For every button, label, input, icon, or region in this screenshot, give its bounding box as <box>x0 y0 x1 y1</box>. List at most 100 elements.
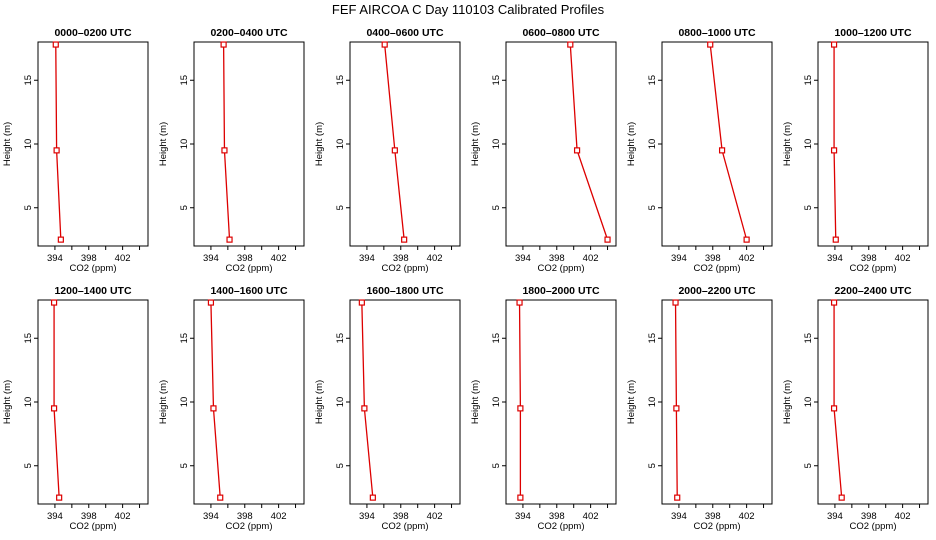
plot-frame <box>37 41 149 247</box>
x-tick-label: 394 <box>47 253 63 264</box>
panel-5: 0800–1000 UTC 394 398 402 5 10 15 CO2 (ppm) Heig… <box>626 27 773 274</box>
y-axis-label: Height (m) <box>2 380 13 424</box>
x-tick-label: 402 <box>427 511 443 522</box>
y-tick-label: 10 <box>23 397 34 408</box>
y-tick-label: 15 <box>179 75 190 86</box>
x-tick-label: 398 <box>705 253 721 264</box>
y-tick-label: 5 <box>179 463 190 468</box>
y-tick-label: 15 <box>179 333 190 344</box>
y-axis-label: Height (m) <box>158 122 169 166</box>
y-tick-label: 15 <box>803 75 814 86</box>
x-tick-label: 394 <box>47 511 63 522</box>
profile-line <box>210 302 221 498</box>
y-tick-label: 15 <box>647 75 658 86</box>
profile-line <box>569 44 609 240</box>
y-tick-label: 5 <box>647 205 658 210</box>
y-tick-label: 10 <box>803 139 814 150</box>
data-point <box>50 299 58 306</box>
x-tick-label: 398 <box>705 511 721 522</box>
x-axis-label: CO2 (ppm) <box>850 263 897 274</box>
y-tick-label: 10 <box>335 397 346 408</box>
x-tick-label: 402 <box>115 253 131 264</box>
panel-title: 0600–0800 UTC <box>522 27 599 39</box>
y-axis-label: Height (m) <box>314 380 325 424</box>
y-axis-label: Height (m) <box>782 380 793 424</box>
x-tick-label: 402 <box>739 511 755 522</box>
panel-4: 0600–0800 UTC 394 398 402 5 10 15 CO2 (ppm) Heig… <box>470 27 617 274</box>
y-tick-label: 10 <box>647 397 658 408</box>
data-point <box>381 41 388 48</box>
y-tick-label: 15 <box>335 75 346 86</box>
y-tick-label: 15 <box>23 333 34 344</box>
x-axis-label: CO2 (ppm) <box>226 521 273 532</box>
x-tick-label: 398 <box>861 511 877 522</box>
panel-6: 1000–1200 UTC 394 398 402 5 10 15 CO2 (ppm) Heig… <box>782 27 929 274</box>
y-tick-label: 15 <box>491 333 502 344</box>
data-point <box>369 494 376 501</box>
panel-title: 2200–2400 UTC <box>834 285 911 297</box>
panel-title: 2000–2200 UTC <box>678 285 755 297</box>
x-axis-label: CO2 (ppm) <box>70 521 117 532</box>
plot-frame <box>349 299 461 505</box>
panel-12: 2200–2400 UTC 394 398 402 5 10 15 CO2 (ppm) Heig… <box>782 285 929 532</box>
y-tick-label: 5 <box>335 463 346 468</box>
x-tick-label: 402 <box>427 253 443 264</box>
x-tick-label: 394 <box>827 253 843 264</box>
panel-title: 1600–1800 UTC <box>366 285 443 297</box>
x-tick-label: 402 <box>739 253 755 264</box>
y-axis-label: Height (m) <box>626 122 637 166</box>
data-point <box>567 41 574 48</box>
y-axis-label: Height (m) <box>470 380 481 424</box>
x-tick-label: 398 <box>393 511 409 522</box>
profile-line <box>384 44 405 240</box>
data-point <box>358 299 365 306</box>
y-tick-label: 15 <box>335 333 346 344</box>
panel-8: 1400–1600 UTC 394 398 402 5 10 15 CO2 (ppm) Heig… <box>158 285 305 532</box>
data-point <box>707 41 714 48</box>
plot-frame <box>193 299 305 505</box>
profile-line <box>361 302 374 498</box>
profile-line <box>53 302 60 498</box>
data-point <box>517 494 524 501</box>
x-axis-label: CO2 (ppm) <box>382 263 429 274</box>
data-point <box>57 236 64 243</box>
profile-line <box>833 44 837 240</box>
y-tick-label: 10 <box>335 139 346 150</box>
panel-title: 1000–1200 UTC <box>834 27 911 39</box>
x-axis-label: CO2 (ppm) <box>694 521 741 532</box>
data-point <box>210 405 217 412</box>
data-point <box>830 405 838 412</box>
x-axis-label: CO2 (ppm) <box>382 521 429 532</box>
data-point <box>832 236 839 243</box>
x-axis-label: CO2 (ppm) <box>70 263 117 274</box>
y-axis-label: Height (m) <box>158 380 169 424</box>
y-axis-label: Height (m) <box>782 122 793 166</box>
data-point <box>401 236 408 243</box>
profile-line <box>674 302 678 498</box>
y-tick-label: 5 <box>803 205 814 210</box>
plot-frame <box>661 299 773 505</box>
x-tick-label: 402 <box>271 511 287 522</box>
data-point <box>830 299 838 306</box>
x-axis-label: CO2 (ppm) <box>226 263 273 274</box>
panel-2: 0200–0400 UTC 394 398 402 5 10 15 CO2 (ppm) Heig… <box>158 27 305 274</box>
panel-title: 1200–1400 UTC <box>54 285 131 297</box>
y-axis-label: Height (m) <box>470 122 481 166</box>
y-tick-label: 10 <box>23 139 34 150</box>
y-tick-label: 5 <box>179 205 190 210</box>
x-tick-label: 394 <box>671 511 687 522</box>
data-point <box>516 299 523 306</box>
data-point <box>672 299 679 306</box>
x-tick-label: 398 <box>81 511 97 522</box>
x-tick-label: 394 <box>515 253 531 264</box>
y-tick-label: 5 <box>647 463 658 468</box>
data-point <box>56 494 63 501</box>
data-point <box>217 494 224 501</box>
panel-7: 1200–1400 UTC 394 398 402 5 10 15 CO2 (ppm) Heig… <box>2 285 149 532</box>
y-tick-label: 5 <box>23 463 34 468</box>
x-axis-label: CO2 (ppm) <box>538 263 585 274</box>
data-point <box>573 147 581 154</box>
panel-3: 0400–0600 UTC 394 398 402 5 10 15 CO2 (ppm) Heig… <box>314 27 461 274</box>
x-tick-label: 402 <box>271 253 287 264</box>
y-tick-label: 15 <box>23 75 34 86</box>
